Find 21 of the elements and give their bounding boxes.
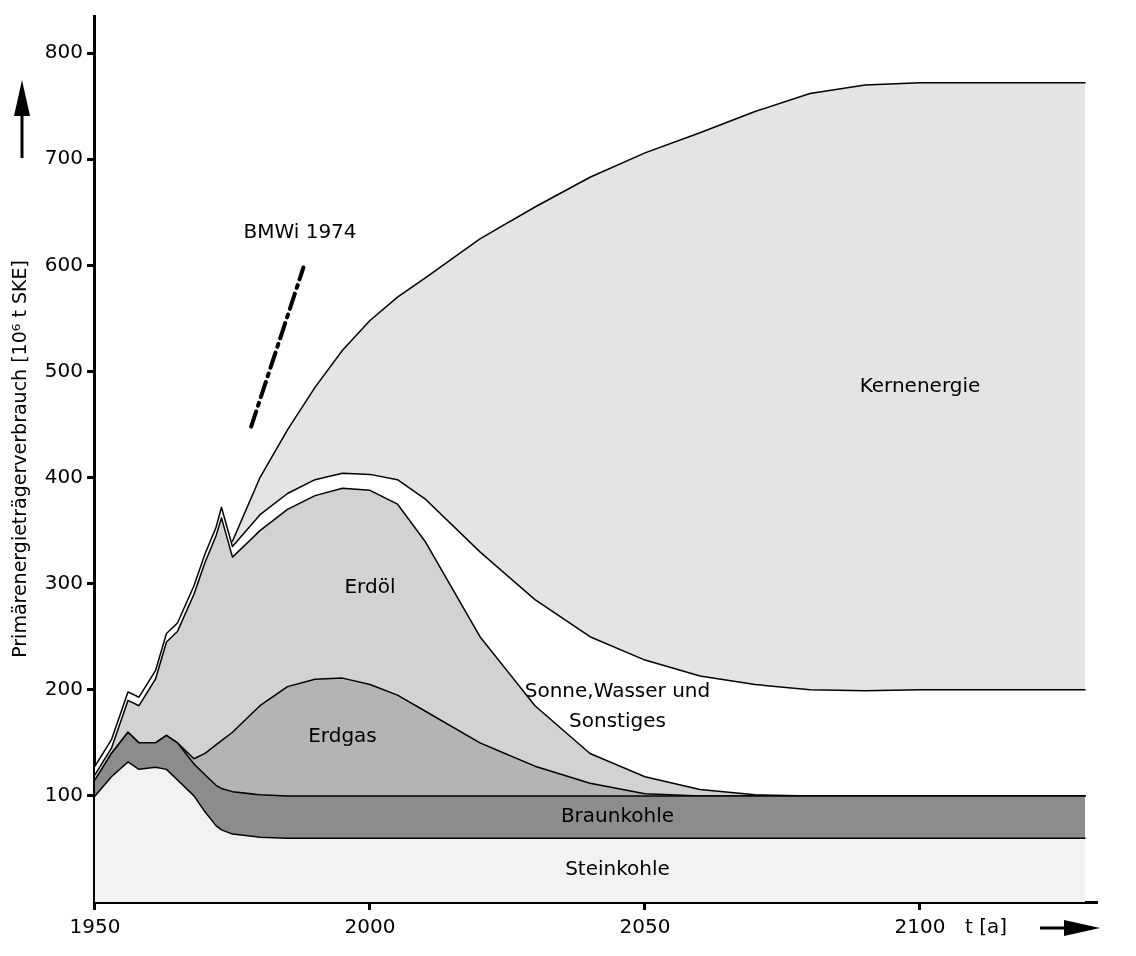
series-label: Sonne,Wasser und Sonstiges (524, 677, 711, 732)
series-label: Erdgas (308, 723, 377, 748)
y-tick-label: 300 (44, 569, 83, 594)
y-tick-label: 200 (44, 675, 83, 700)
y-tick-label: 700 (44, 145, 83, 170)
y-tick-label: 500 (44, 357, 83, 382)
series-label: Erdöl (344, 573, 396, 598)
y-tick-label: 100 (44, 782, 83, 807)
series-label: Braunkohle (560, 803, 675, 828)
x-tick-label: 2000 (344, 914, 396, 939)
y-tick-label: 600 (44, 251, 83, 276)
series-label: BMWi 1974 (243, 218, 357, 243)
x-axis-title: t [a] (965, 914, 1008, 939)
y-axis-title: Primärenergieträgerverbrauch [10⁶ t SKE] (8, 260, 31, 658)
x-tick-label: 1950 (69, 914, 121, 939)
series-label: Kernenergie (859, 372, 981, 397)
series-label: Steinkohle (565, 856, 670, 881)
x-tick-label: 2100 (894, 914, 946, 939)
y-tick-label: 400 (44, 463, 83, 488)
x-tick-label: 2050 (619, 914, 671, 939)
y-tick-label: 800 (44, 39, 83, 64)
